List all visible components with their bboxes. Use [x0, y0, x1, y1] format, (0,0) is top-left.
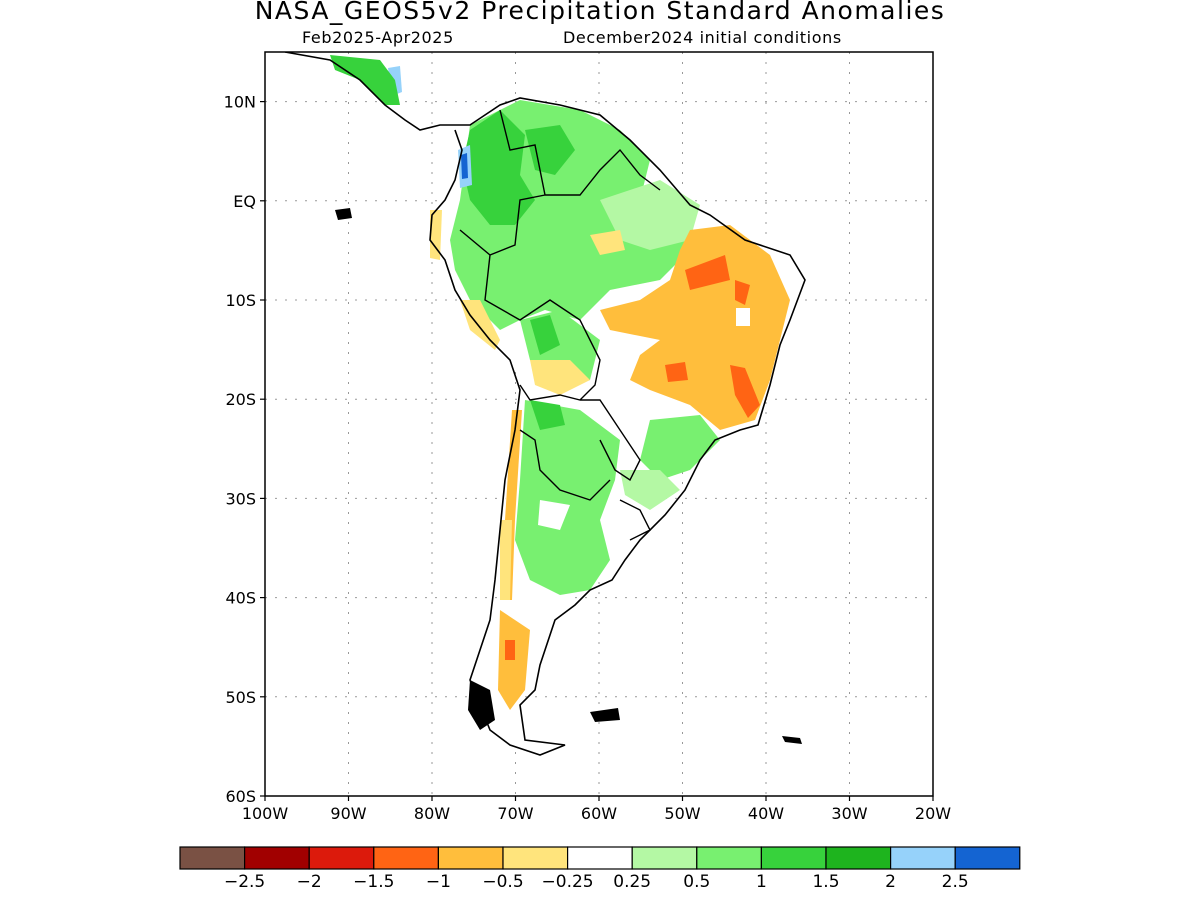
colorbar-label: −0.5	[482, 872, 523, 892]
anomaly-white-pampas	[538, 500, 570, 530]
anomaly-darkorange-ceara	[735, 280, 750, 305]
anomaly-darkorange-bahia	[730, 365, 760, 418]
colorbar-label: 2	[885, 872, 896, 892]
anomaly-white-hole-bahia	[736, 308, 750, 326]
anomaly-yellow-ecuador	[430, 210, 442, 260]
colorbar-label: −1	[426, 872, 451, 892]
anomaly-orange-mato-grosso	[530, 360, 590, 395]
anomaly-darkgreen-venezuela	[525, 125, 575, 175]
lon-label: 40W	[748, 804, 784, 823]
lon-label: 30W	[831, 804, 867, 823]
initial-conditions: December2024 initial conditions	[563, 28, 842, 47]
axis-ticks	[260, 100, 934, 801]
anomaly-blue-colombia	[461, 153, 468, 179]
lon-label: 50W	[664, 804, 700, 823]
anomaly-field	[284, 52, 806, 756]
colorbar-swatch	[954, 846, 1021, 870]
lat-label: 20S	[225, 390, 256, 409]
anomaly-green-amazon-east	[600, 180, 700, 250]
country-borders	[459, 109, 661, 541]
colorbar-swatch	[244, 846, 310, 870]
anomaly-yellow-central-chile	[500, 520, 512, 600]
colorbar-label: −2	[297, 872, 322, 892]
colorbar-swatch	[373, 846, 439, 870]
colorbar	[179, 846, 1021, 870]
lat-label: 60S	[225, 787, 256, 806]
colorbar-swatch	[889, 846, 956, 870]
colorbar-swatch	[308, 846, 375, 870]
colorbar-swatch	[696, 846, 762, 870]
lon-label: 60W	[581, 804, 617, 823]
lat-label: 10N	[224, 93, 256, 112]
anomaly-green-paraguay-argentina	[515, 400, 620, 595]
lat-label: 30S	[225, 489, 256, 508]
lon-label: 80W	[414, 804, 450, 823]
colorbar-label: −1.5	[353, 872, 394, 892]
colorbar-label: 0.25	[613, 872, 651, 892]
colorbar-label: 1.5	[812, 872, 839, 892]
colorbar-swatch	[825, 846, 892, 870]
colorbar-label: −0.25	[542, 872, 594, 892]
lon-label: 90W	[330, 804, 366, 823]
colorbar-label: 1	[756, 872, 767, 892]
colorbar-swatch	[179, 846, 246, 870]
falkland-islands	[590, 708, 620, 722]
lon-label: 70W	[497, 804, 533, 823]
anomaly-green-south-brazil	[620, 470, 680, 510]
anomaly-yellow-peru-coast	[460, 300, 500, 350]
colorbar-swatch	[437, 846, 504, 870]
colorbar-labels: −2.5 −2 −1.5 −1 −0.5 −0.25 0.25 0.5 1 1.5 2 2.5	[224, 872, 969, 892]
lat-label: 40S	[225, 589, 256, 608]
colorbar-label: 0.5	[683, 872, 710, 892]
south-georgia-island	[782, 736, 802, 744]
lat-label: 10S	[225, 291, 256, 310]
anomaly-darkorange-patagonia	[505, 640, 515, 660]
lon-label: 100W	[242, 804, 289, 823]
colorbar-label: −2.5	[224, 872, 265, 892]
anomaly-darkgreen-central	[530, 315, 560, 355]
lon-label: 20W	[915, 804, 951, 823]
anomaly-darkorange-piaui	[685, 255, 730, 290]
forecast-period: Feb2025-Apr2025	[302, 28, 454, 47]
anomaly-green-southeast-brazil	[640, 415, 720, 480]
longitude-labels: 100W 90W 80W 70W 60W 50W 40W 30W 20W	[242, 804, 951, 823]
anomaly-green-central-america	[330, 55, 400, 105]
colorbar-swatch	[502, 846, 569, 870]
anomaly-darkgreen-colombia	[462, 110, 535, 225]
colorbar-swatch	[631, 846, 698, 870]
chart-title: NASA_GEOS5v2 Precipitation Standard Anom…	[254, 0, 946, 25]
lat-label: 50S	[225, 688, 256, 707]
colorbar-label: 2.5	[942, 872, 969, 892]
anomaly-darkgreen-bolivia	[530, 400, 565, 430]
lat-label: EQ	[233, 192, 256, 211]
anomaly-orange-brazil-west	[590, 230, 625, 255]
anomaly-darkorange-goias	[665, 362, 688, 382]
coastline	[284, 52, 806, 756]
colorbar-swatch	[566, 846, 633, 870]
tierra-del-fuego	[468, 680, 495, 730]
colorbar-swatch	[760, 846, 827, 870]
galapagos-islands	[335, 208, 352, 220]
latitude-labels: 10N EQ 10S 20S 30S 40S 50S 60S	[224, 93, 256, 806]
